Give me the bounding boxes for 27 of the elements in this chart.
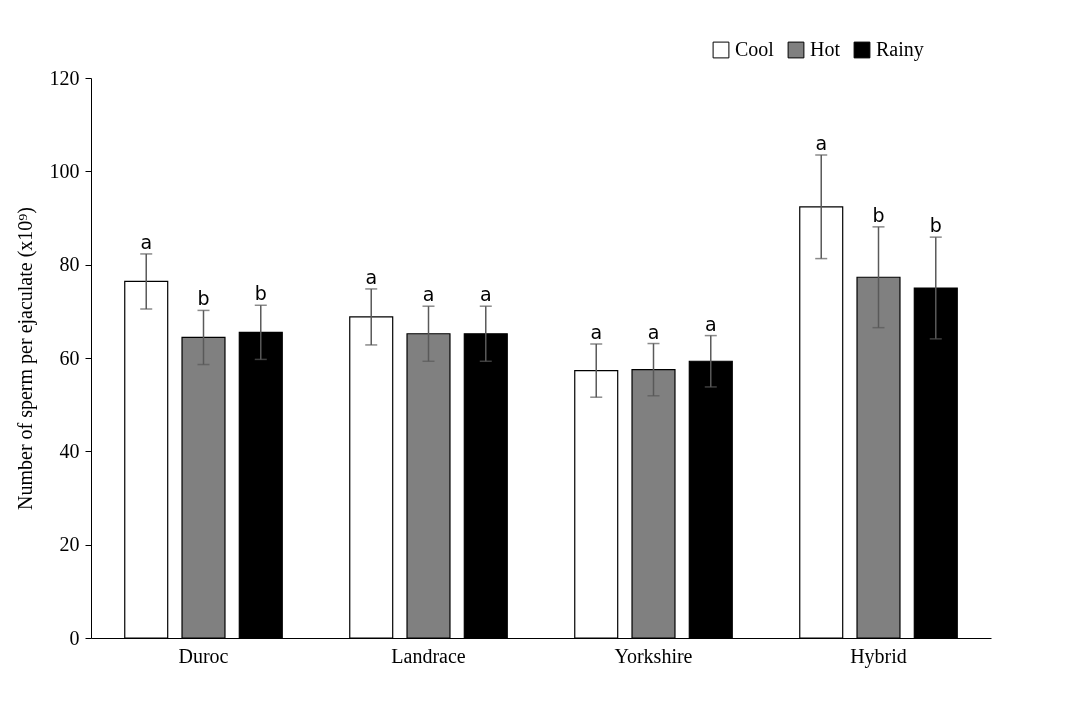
y-tick-label: 100: [49, 159, 80, 182]
x-tick-label: Landrace: [391, 644, 466, 667]
data-label: b: [929, 214, 942, 237]
data-label: a: [815, 132, 828, 154]
y-tick-label: 120: [49, 66, 80, 89]
data-label: a: [704, 312, 717, 335]
x-tick-label: Yorkshire: [614, 644, 693, 667]
data-label: b: [197, 287, 210, 310]
legend-label: Rainy: [876, 38, 924, 61]
data-label: a: [479, 283, 492, 306]
x-tick-label: Hybrid: [850, 644, 907, 668]
data-label: b: [254, 282, 267, 305]
y-tick-label: 0: [69, 626, 80, 649]
data-label: a: [647, 320, 660, 343]
x-tick-label: Duroc: [178, 644, 229, 667]
y-tick-label: 40: [59, 439, 80, 462]
y-tick-label: 20: [59, 533, 80, 556]
data-label: a: [590, 321, 603, 343]
data-label: a: [365, 265, 378, 288]
y-tick-label: 80: [59, 253, 80, 276]
y-axis-title: Number of sperm per ejaculate (x10⁹): [13, 207, 37, 510]
legend-label: Hot: [810, 38, 841, 60]
data-label: a: [422, 283, 435, 306]
data-label: b: [872, 203, 885, 226]
data-label: a: [140, 230, 153, 253]
y-tick-label: 60: [59, 346, 80, 369]
legend-label: Cool: [735, 38, 775, 60]
